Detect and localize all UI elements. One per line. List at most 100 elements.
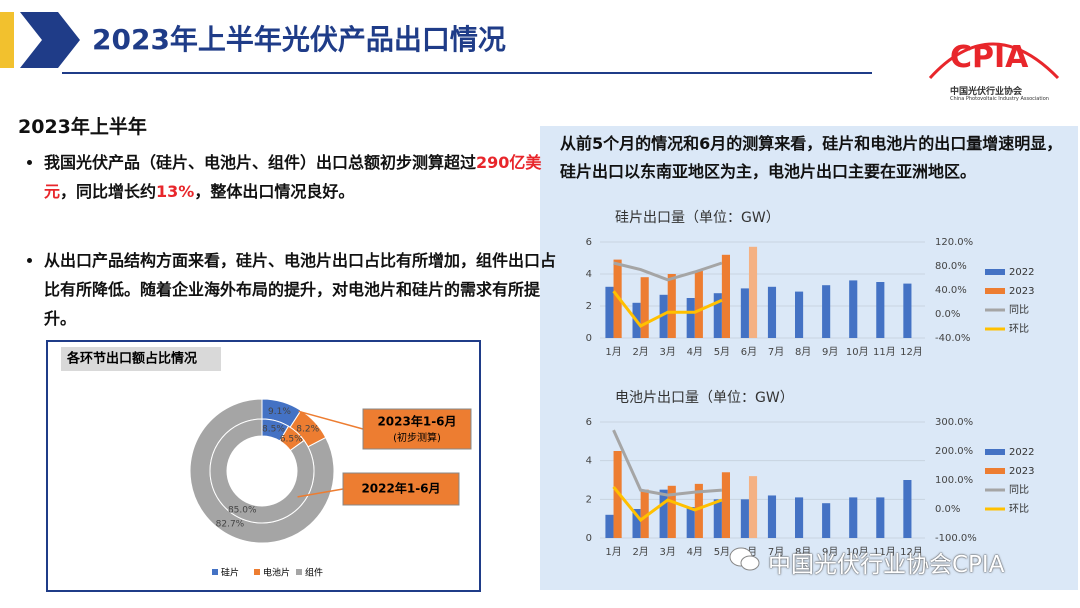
line	[612, 429, 722, 497]
highlight: 13%	[156, 182, 195, 201]
donut-frame	[46, 340, 481, 592]
x-tick-label: 5月	[714, 546, 730, 558]
bar	[740, 499, 749, 538]
legend-swatch	[985, 288, 1005, 294]
legend-swatch	[985, 449, 1005, 455]
callout-line	[297, 488, 344, 498]
bar	[903, 480, 912, 538]
bar	[849, 497, 858, 538]
legend-label: 同比	[1009, 304, 1029, 316]
callout-line	[298, 410, 364, 430]
x-tick-label: 1月	[605, 346, 621, 358]
y-tick-label: 0	[586, 333, 592, 344]
bullet: 我国光伏产品（硅片、电池片、组件）出口总额初步测算超过290亿美元，同比增长约1…	[44, 148, 569, 206]
bar	[849, 280, 858, 338]
line	[613, 261, 723, 282]
bar	[795, 291, 804, 338]
x-tick-label: 8月	[795, 546, 811, 558]
data-label: 8.2%	[296, 425, 319, 435]
bar	[613, 451, 622, 538]
legend-swatch	[985, 468, 1005, 474]
bar	[767, 286, 777, 338]
bar	[903, 283, 912, 338]
wechat-icon	[729, 547, 760, 571]
y2-tick-label: 40.0%	[935, 285, 967, 296]
bar	[694, 270, 703, 338]
donut-chart: 各环节出口额占比情况 9.1% 8.2% 82.7% 8.5%6.5% 85.0% 2023…	[61, 347, 472, 579]
data-label: 8.5%	[262, 425, 285, 435]
x-tick-label: 7月	[768, 546, 784, 558]
bar	[659, 489, 668, 538]
highlight: 290亿美元	[44, 153, 542, 201]
x-tick-label: 3月	[660, 346, 676, 358]
bar	[876, 497, 885, 538]
arrow	[20, 12, 80, 68]
x-tick-label: 10月	[846, 546, 869, 558]
y-tick-label: 0	[586, 533, 592, 544]
bar	[640, 277, 649, 338]
legend-label: 2023	[1009, 466, 1034, 477]
x-tick-label: 7月	[768, 346, 784, 358]
donut-segment	[209, 418, 315, 524]
legend-swatch	[985, 269, 1005, 275]
bar	[640, 489, 649, 538]
bar	[659, 294, 668, 338]
x-tick-label: 9月	[822, 346, 838, 358]
legend-label: 组件	[305, 567, 323, 579]
y2-tick-label: 0.0%	[935, 504, 960, 515]
callout-box	[362, 408, 472, 450]
bullet: 从出口产品结构方面来看，硅片、电池片出口占比有所增加，组件出口占比有所降低。随着…	[44, 246, 569, 333]
data-label: 82.7%	[216, 520, 245, 530]
line	[612, 486, 723, 523]
text: ，同比增长约	[60, 182, 157, 201]
y-tick-label: 4	[586, 269, 592, 280]
legend-swatch	[296, 569, 302, 575]
title-bg	[61, 347, 221, 371]
text: 从出口产品结构方面来看，硅片、电池片出口占比有所增加，组件出口占比有所降低。随着…	[44, 251, 557, 328]
bar	[605, 286, 614, 338]
chart-title: 硅片出口量（单位：GW）	[615, 210, 780, 226]
combo-chart: 电池片出口量（单位：GW） 0 2 4 6 -100.0% 0.0% 100.0% 200.0%…	[586, 390, 1035, 558]
watermark: 中国光伏行业协会CPIA	[768, 552, 1005, 578]
text: 我国光伏产品（硅片、电池片、组件）出口总额初步测算超过	[44, 153, 477, 172]
y2-tick-label: 300.0%	[935, 417, 973, 428]
org-en: China Photovoltaic Industry Association	[950, 96, 1049, 102]
x-tick-label: 5月	[714, 346, 730, 358]
x-tick-label: 9月	[822, 546, 838, 558]
x-tick-label: 2月	[632, 546, 648, 558]
x-tick-label: 3月	[660, 546, 676, 558]
legend-label: 电池片	[263, 567, 290, 579]
y2-tick-label: -100.0%	[935, 533, 977, 544]
bar	[822, 503, 831, 538]
y2-tick-label: 0.0%	[935, 309, 960, 320]
x-tick-label: 11月	[873, 546, 896, 558]
logo-arc	[928, 42, 1060, 80]
chart-title: 各环节出口额占比情况	[66, 351, 197, 367]
bar	[748, 246, 758, 338]
y-tick-label: 6	[586, 237, 592, 248]
x-tick-label: 12月	[900, 546, 923, 558]
bar	[721, 254, 730, 338]
data-label: 85.0%	[228, 505, 257, 515]
y-tick-label: 2	[586, 494, 592, 505]
right-panel	[540, 126, 1078, 590]
bar	[605, 514, 614, 538]
legend-label: 2022	[1009, 267, 1034, 278]
bar	[740, 288, 749, 338]
bar	[748, 476, 758, 538]
x-tick-label: 11月	[873, 346, 896, 358]
x-tick-label: 4月	[687, 546, 703, 558]
x-tick-label: 4月	[687, 346, 703, 358]
x-tick-label: 8月	[795, 346, 811, 358]
callout-label: 2023年1-6月	[377, 414, 456, 429]
y2-tick-label: 200.0%	[935, 446, 973, 457]
bar	[721, 472, 730, 538]
bullets: 我国光伏产品（硅片、电池片、组件）出口总额初步测算超过290亿美元，同比增长约1…	[18, 148, 569, 373]
bar	[713, 293, 722, 338]
text: ，整体出口情况良好。	[194, 182, 355, 201]
data-label: 6.5%	[280, 434, 303, 444]
org: 中国光伏行业协会	[950, 87, 1023, 97]
legend-label: 2022	[1009, 447, 1034, 458]
legend-label: 同比	[1009, 484, 1029, 496]
